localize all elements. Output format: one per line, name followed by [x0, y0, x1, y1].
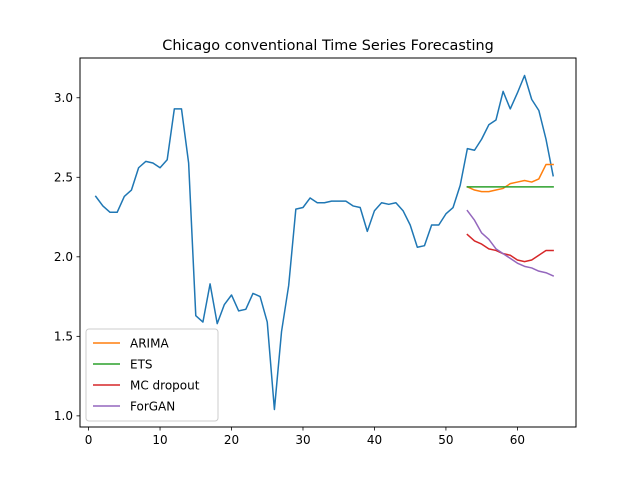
legend-box — [85, 328, 219, 422]
x-tick-label: 20 — [224, 433, 239, 447]
x-tick-label: 30 — [295, 433, 310, 447]
x-tick-label: 60 — [510, 433, 525, 447]
legend: ARIMA ETS MC dropout ForGAN — [85, 328, 219, 422]
y-tick-label: 3.0 — [54, 91, 73, 105]
legend-label-ets: ETS — [130, 357, 153, 371]
y-tick-label: 2.0 — [54, 250, 73, 264]
series-layer — [94, 74, 555, 411]
x-tick-label: 0 — [85, 433, 93, 447]
legend-label-mc-dropout: MC dropout — [130, 378, 200, 392]
x-tick-label: 50 — [438, 433, 453, 447]
x-tick-label: 40 — [367, 433, 382, 447]
series-line-arima — [466, 163, 554, 193]
y-tick-label: 1.0 — [54, 409, 73, 423]
y-tick-label: 2.5 — [54, 171, 73, 185]
series-line-actual — [94, 74, 555, 411]
series-line-forgan — [466, 209, 555, 277]
plot-frame — [79, 57, 577, 428]
legend-label-arima: ARIMA — [130, 336, 169, 350]
chart-title: Chicago conventional Time Series Forecas… — [162, 38, 493, 54]
y-axis: 1.0 1.5 2.0 2.5 3.0 — [54, 91, 80, 423]
x-tick-label: 10 — [152, 433, 167, 447]
legend-label-forgan: ForGAN — [130, 399, 175, 413]
x-axis: 0 10 20 30 40 50 60 — [85, 427, 525, 447]
y-tick-label: 1.5 — [54, 330, 73, 344]
series-line-mc-dropout — [466, 233, 554, 263]
